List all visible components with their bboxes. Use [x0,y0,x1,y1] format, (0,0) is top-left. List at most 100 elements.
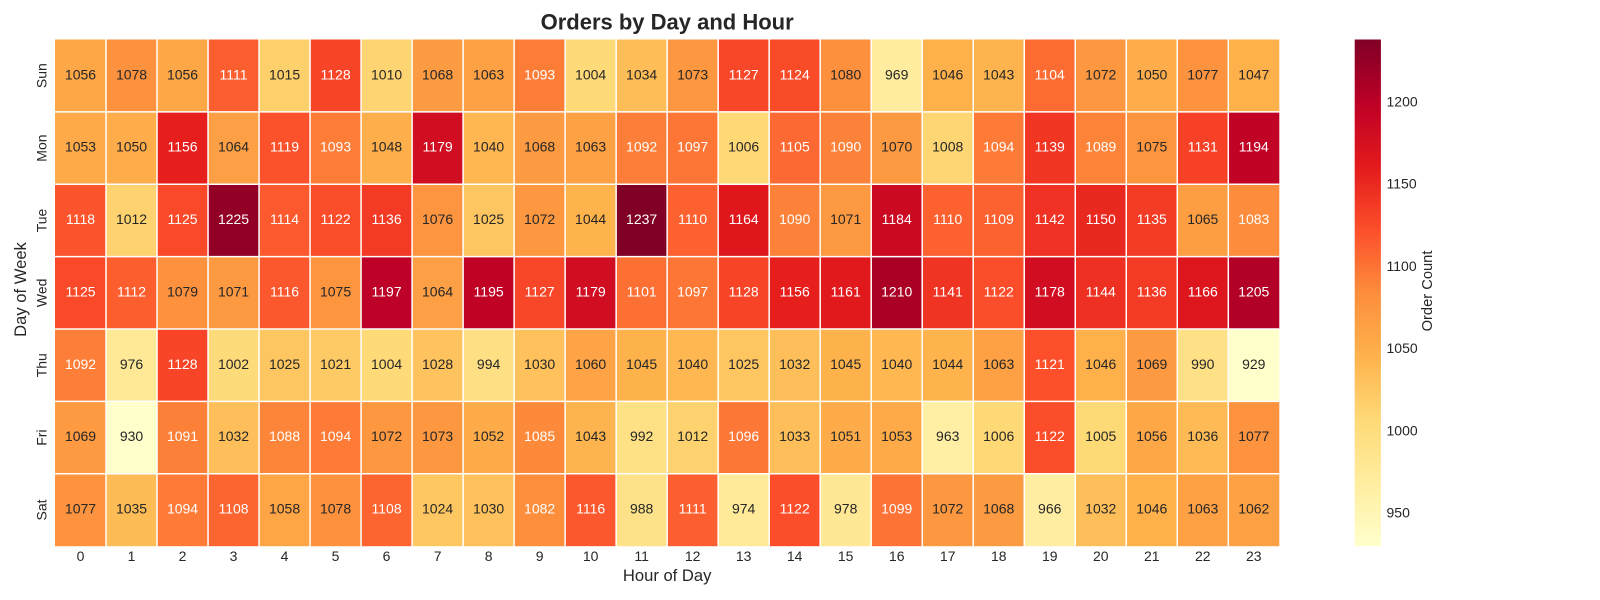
svg-text:1: 1 [128,548,136,564]
svg-text:1006: 1006 [728,139,759,155]
svg-text:Hour of Day: Hour of Day [623,566,712,585]
svg-text:1205: 1205 [1238,283,1269,299]
svg-text:1040: 1040 [881,356,912,372]
svg-text:1025: 1025 [473,211,504,227]
svg-text:1012: 1012 [677,428,708,444]
svg-text:1135: 1135 [1137,211,1167,227]
svg-text:Mon: Mon [34,134,50,161]
svg-text:950: 950 [1387,505,1411,521]
svg-text:1093: 1093 [524,66,555,82]
svg-text:1062: 1062 [1238,501,1269,517]
svg-text:1237: 1237 [626,211,657,227]
svg-text:1030: 1030 [473,501,504,517]
svg-text:1045: 1045 [626,356,657,372]
svg-text:0: 0 [77,548,85,564]
svg-text:1004: 1004 [371,356,402,372]
svg-text:1083: 1083 [1238,211,1269,227]
svg-text:1071: 1071 [218,283,249,299]
svg-text:1109: 1109 [984,211,1014,227]
svg-text:1121: 1121 [1035,356,1065,372]
svg-text:1108: 1108 [218,501,248,517]
svg-text:1094: 1094 [983,139,1014,155]
svg-text:1090: 1090 [779,211,810,227]
svg-text:11: 11 [634,548,649,564]
svg-text:1077: 1077 [1238,428,1269,444]
svg-text:1045: 1045 [830,356,861,372]
svg-text:8: 8 [485,548,493,564]
svg-text:966: 966 [1038,501,1062,517]
svg-text:994: 994 [477,356,501,372]
svg-text:1071: 1071 [830,211,861,227]
svg-text:1082: 1082 [524,501,555,517]
svg-text:15: 15 [838,548,854,564]
svg-text:1104: 1104 [1035,66,1065,82]
svg-text:976: 976 [120,356,144,372]
svg-text:1056: 1056 [1136,428,1167,444]
svg-text:Tue: Tue [34,208,50,232]
svg-text:Fri: Fri [34,429,50,445]
svg-text:1072: 1072 [932,501,963,517]
svg-text:21: 21 [1144,548,1160,564]
svg-text:1072: 1072 [371,428,402,444]
svg-text:22: 22 [1195,548,1211,564]
svg-text:1032: 1032 [1085,501,1116,517]
svg-text:1040: 1040 [473,139,504,155]
svg-text:1166: 1166 [1188,283,1218,299]
svg-text:1116: 1116 [576,501,605,517]
svg-text:1127: 1127 [729,66,759,82]
svg-text:1063: 1063 [575,139,606,155]
svg-text:14: 14 [787,548,803,564]
svg-text:929: 929 [1242,356,1266,372]
svg-text:988: 988 [630,501,654,517]
svg-text:1161: 1161 [831,283,861,299]
svg-text:Orders by Day and Hour: Orders by Day and Hour [541,9,795,34]
svg-text:1105: 1105 [780,139,810,155]
svg-text:1111: 1111 [220,66,248,82]
svg-text:1072: 1072 [1085,66,1116,82]
svg-text:1141: 1141 [933,283,963,299]
svg-text:1079: 1079 [167,283,198,299]
svg-text:1078: 1078 [116,66,147,82]
svg-text:1178: 1178 [1035,283,1065,299]
svg-text:1124: 1124 [780,66,810,82]
svg-text:1070: 1070 [881,139,912,155]
svg-text:1097: 1097 [677,139,708,155]
svg-text:1128: 1128 [167,356,197,372]
svg-text:969: 969 [885,66,909,82]
svg-text:Wed: Wed [34,279,50,308]
svg-text:7: 7 [434,548,442,564]
svg-text:1058: 1058 [269,501,300,517]
svg-text:1112: 1112 [117,283,146,299]
svg-text:1108: 1108 [372,501,402,517]
svg-text:1006: 1006 [983,428,1014,444]
svg-text:963: 963 [936,428,960,444]
svg-text:1131: 1131 [1188,139,1218,155]
svg-text:1128: 1128 [729,283,759,299]
svg-text:1005: 1005 [1085,428,1116,444]
svg-text:1080: 1080 [830,66,861,82]
svg-text:1012: 1012 [116,211,147,227]
svg-text:1110: 1110 [933,211,962,227]
svg-text:1075: 1075 [320,283,351,299]
svg-text:1122: 1122 [321,211,351,227]
svg-text:1015: 1015 [269,66,300,82]
svg-text:1128: 1128 [321,66,351,82]
svg-text:1194: 1194 [1239,139,1269,155]
svg-text:1036: 1036 [1187,428,1218,444]
svg-text:1035: 1035 [116,501,147,517]
svg-text:1050: 1050 [1387,340,1418,356]
svg-text:1050: 1050 [1136,66,1167,82]
svg-text:3: 3 [230,548,238,564]
svg-text:1122: 1122 [984,283,1014,299]
svg-text:1046: 1046 [1136,501,1167,517]
svg-text:1052: 1052 [473,428,504,444]
svg-text:1150: 1150 [1387,176,1417,192]
svg-text:1044: 1044 [575,211,606,227]
svg-text:990: 990 [1191,356,1215,372]
svg-text:1078: 1078 [320,501,351,517]
svg-text:1028: 1028 [422,356,453,372]
svg-text:13: 13 [736,548,752,564]
svg-text:1077: 1077 [1187,66,1218,82]
svg-text:1097: 1097 [677,283,708,299]
svg-text:1096: 1096 [728,428,759,444]
